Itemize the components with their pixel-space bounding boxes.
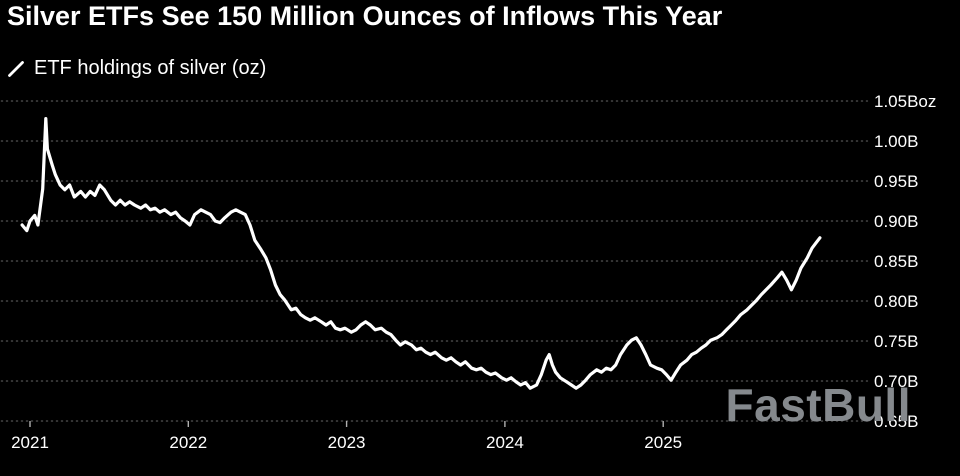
x-axis-label: 2022 <box>169 433 207 452</box>
y-axis-label: 0.75B <box>874 332 918 351</box>
legend: ETF holdings of silver (oz) <box>7 57 266 80</box>
y-axis-label: 0.65B <box>874 412 918 431</box>
x-axis-label: 2023 <box>328 433 366 452</box>
chart-title: Silver ETFs See 150 Million Ounces of In… <box>7 1 723 31</box>
x-axis-label: 2025 <box>644 433 682 452</box>
x-axis-label: 2021 <box>11 433 49 452</box>
y-axis-label: 0.85B <box>874 252 918 271</box>
y-axis-label: 1.00B <box>874 132 918 151</box>
y-axis-label: 0.95B <box>874 172 918 191</box>
legend-label: ETF holdings of silver (oz) <box>34 57 267 79</box>
line-series-icon <box>8 60 24 77</box>
x-axis-label: 2024 <box>486 433 524 452</box>
y-axis-label: 0.70B <box>874 372 918 391</box>
y-axis-label: 1.05Boz <box>874 92 936 111</box>
watermark-logo: FastBull <box>725 379 911 431</box>
y-axis-label: 0.80B <box>874 292 918 311</box>
y-axis-label: 0.90B <box>874 212 918 231</box>
series-line <box>20 116 822 390</box>
